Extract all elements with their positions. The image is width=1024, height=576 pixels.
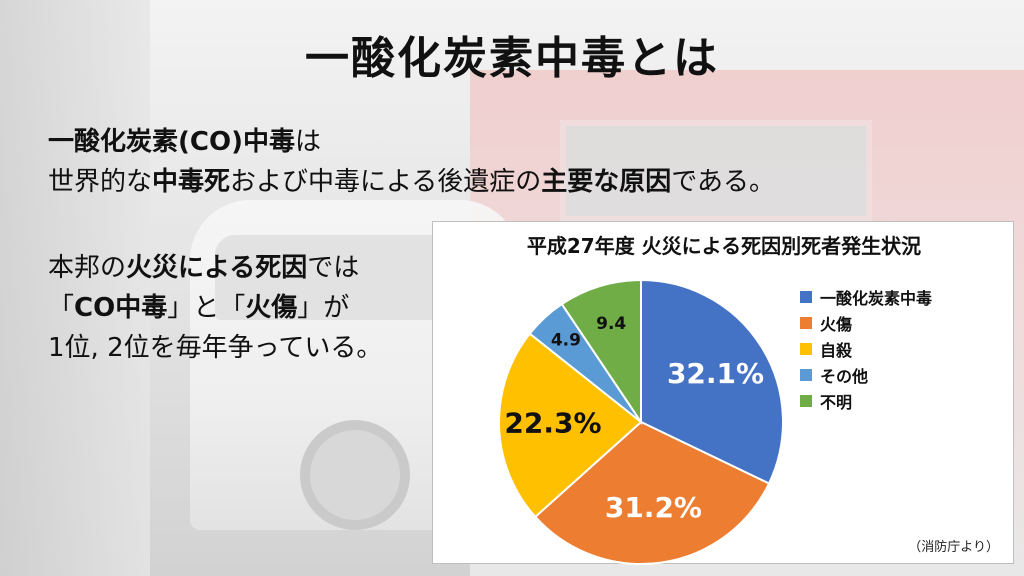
- chart-legend: 一酸化炭素中毒 火傷自殺その他不明: [800, 284, 932, 414]
- fire-line-2: 「CO中毒」と「火傷」が: [48, 288, 382, 328]
- legend-item-4: 不明: [800, 388, 932, 414]
- legend-item-0: 一酸化炭素中毒: [800, 284, 932, 310]
- pie-chart-panel: 32.1% 31.2% 22.3% 4.9 9.4 平成27年度 火災による死因別死者発…: [432, 221, 1014, 565]
- slide-title: 一酸化炭素中毒とは: [305, 33, 719, 84]
- text-run: 」が: [297, 293, 350, 323]
- text-run: 1位, 2位を毎年争っている。: [48, 333, 383, 363]
- text-run: 一酸化炭素(CO)中毒: [48, 127, 295, 157]
- pie-chart: 32.1% 31.2% 22.3% 4.9 9.4: [498, 278, 784, 565]
- text-run: 」と「: [167, 293, 246, 323]
- intro-paragraph: 一酸化炭素(CO)中毒は 世界的な中毒死および中毒による後遺症の主要な原因である…: [48, 122, 775, 202]
- intro-line-1: 一酸化炭素(CO)中毒は: [48, 122, 775, 162]
- text-run: および中毒による後遺症の: [230, 167, 542, 197]
- legend-swatch: [800, 369, 812, 381]
- legend-swatch: [800, 395, 812, 407]
- text-run: では: [307, 253, 360, 283]
- text-run: CO中毒: [74, 293, 168, 323]
- legend-swatch: [800, 291, 812, 303]
- pie-data-label-3: 4.9: [551, 331, 581, 351]
- legend-item-2: 自殺: [800, 336, 932, 362]
- text-run: 主要な原因: [541, 167, 672, 197]
- source-note: （消防庁より）: [908, 540, 999, 555]
- legend-item-1: 火傷: [800, 310, 932, 336]
- fire-death-paragraph: 本邦の火災による死因では 「CO中毒」と「火傷」が 1位, 2位を毎年争っている…: [48, 248, 382, 368]
- legend-label: 一酸化炭素中毒: [820, 289, 933, 308]
- pie-slice-0: [640, 278, 784, 485]
- pie-data-label-1: 31.2%: [605, 491, 702, 524]
- text-run: 火災による死因: [126, 253, 308, 283]
- text-run: は: [294, 127, 321, 157]
- text-run: 本邦の: [48, 253, 127, 283]
- pie-data-label-2: 22.3%: [504, 407, 601, 440]
- background-wheel: [300, 420, 410, 530]
- legend-swatch: [800, 343, 812, 355]
- pie-slice-4: [560, 278, 642, 426]
- fire-line-1: 本邦の火災による死因では: [48, 248, 382, 288]
- text-run: 火傷: [245, 293, 298, 323]
- background-garage-door: [0, 0, 150, 576]
- pie-data-label-4: 9.4: [596, 314, 626, 334]
- pie-slice-2: [498, 332, 643, 519]
- text-run: 世界的な: [48, 167, 153, 197]
- text-run: である。: [671, 167, 776, 197]
- background-truck-window: [560, 120, 872, 222]
- legend-label: 自殺: [820, 341, 853, 360]
- text-run: 「: [48, 293, 75, 323]
- legend-label: 火傷: [820, 315, 853, 334]
- text-run: 中毒死: [152, 167, 231, 197]
- chart-title: 平成27年度 火災による死因別死者発生状況: [526, 234, 922, 258]
- pie-slice-1: [533, 420, 771, 565]
- background-ambulance-glass: [215, 235, 475, 320]
- legend-item-3: その他: [800, 362, 932, 388]
- legend-label: その他: [820, 367, 869, 386]
- legend-swatch: [800, 317, 812, 329]
- fire-line-3: 1位, 2位を毎年争っている。: [48, 328, 382, 368]
- legend-label: 不明: [820, 393, 853, 412]
- pie-data-label-0: 32.1%: [667, 357, 764, 390]
- intro-line-2: 世界的な中毒死および中毒による後遺症の主要な原因である。: [48, 162, 775, 202]
